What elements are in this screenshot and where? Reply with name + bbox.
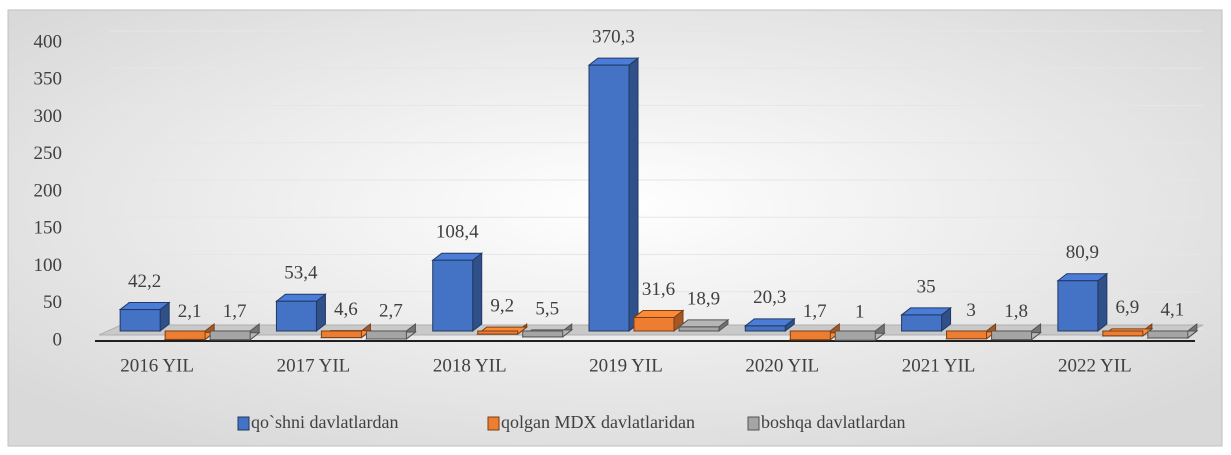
bar bbox=[164, 330, 206, 340]
bar-top bbox=[118, 302, 171, 311]
bar bbox=[119, 309, 161, 332]
bar-top bbox=[587, 57, 640, 66]
data-label: 370,3 bbox=[592, 26, 635, 47]
data-label: 3 bbox=[966, 300, 976, 321]
y-tick-label: 250 bbox=[34, 143, 63, 164]
bar-top bbox=[1056, 273, 1109, 282]
data-label: 1,8 bbox=[1004, 301, 1028, 322]
bar-side bbox=[1097, 272, 1108, 333]
bar bbox=[275, 300, 317, 332]
data-label: 42,2 bbox=[128, 271, 161, 292]
legend-label: boshqa davlatlardan bbox=[761, 412, 905, 432]
data-label: 1 bbox=[855, 302, 865, 323]
data-label: 4,6 bbox=[334, 299, 358, 320]
x-tick-label: 2018 YIL bbox=[433, 355, 507, 376]
bar bbox=[522, 330, 564, 338]
data-label: 35 bbox=[917, 276, 936, 297]
bar bbox=[678, 326, 720, 332]
x-tick-label: 2021 YIL bbox=[902, 355, 976, 376]
bar-side bbox=[628, 57, 639, 333]
bar bbox=[432, 259, 474, 332]
bar-side bbox=[472, 252, 483, 333]
y-tick-label: 350 bbox=[34, 69, 63, 90]
data-label: 80,9 bbox=[1066, 242, 1099, 263]
bar bbox=[1102, 330, 1144, 337]
data-label: 4,1 bbox=[1160, 299, 1184, 320]
x-tick-label: 2020 YIL bbox=[745, 355, 819, 376]
bar bbox=[789, 330, 831, 341]
bar bbox=[901, 314, 943, 332]
bar bbox=[365, 330, 407, 340]
legend-swatch bbox=[487, 416, 500, 431]
y-tick-label: 100 bbox=[34, 255, 63, 276]
bar-top bbox=[632, 309, 685, 318]
data-label: 5,5 bbox=[535, 298, 559, 319]
bar-top bbox=[677, 319, 730, 328]
bar bbox=[1057, 280, 1099, 332]
legend-swatch bbox=[237, 416, 250, 431]
data-label: 20,3 bbox=[753, 287, 786, 308]
bar bbox=[633, 316, 675, 332]
data-label: 9,2 bbox=[490, 296, 514, 317]
bar bbox=[991, 330, 1033, 341]
y-tick-label: 200 bbox=[34, 180, 63, 201]
x-tick-label: 2022 YIL bbox=[1058, 355, 1132, 376]
data-label: 31,6 bbox=[642, 279, 675, 300]
legend-label: qo`shni davlatlardan bbox=[251, 412, 398, 432]
y-tick-label: 400 bbox=[34, 31, 63, 52]
data-label: 18,9 bbox=[687, 288, 720, 309]
bar bbox=[477, 330, 519, 335]
bar bbox=[946, 330, 988, 340]
bar-top bbox=[743, 318, 796, 327]
bar-top bbox=[431, 252, 484, 261]
bar bbox=[320, 330, 362, 339]
y-tick-label: 150 bbox=[34, 218, 63, 239]
data-label: 2,7 bbox=[379, 300, 403, 321]
bar-top bbox=[900, 307, 953, 316]
x-tick-label: 2019 YIL bbox=[589, 355, 663, 376]
data-label: 2,1 bbox=[178, 301, 202, 322]
x-tick-label: 2016 YIL bbox=[120, 355, 194, 376]
bar bbox=[834, 330, 876, 341]
y-tick-label: 0 bbox=[53, 329, 63, 350]
bar bbox=[1147, 330, 1189, 339]
y-tick-label: 300 bbox=[34, 106, 63, 127]
data-label: 6,9 bbox=[1115, 297, 1139, 318]
legend-swatch bbox=[747, 416, 760, 431]
bar bbox=[744, 325, 786, 332]
legend-label: qolgan MDX davlatlaridan bbox=[501, 412, 695, 432]
data-label: 108,4 bbox=[436, 222, 479, 243]
bar bbox=[209, 330, 251, 341]
bar bbox=[588, 64, 630, 332]
data-label: 53,4 bbox=[284, 263, 318, 284]
x-tick-label: 2017 YIL bbox=[277, 355, 351, 376]
y-tick-label: 50 bbox=[43, 292, 62, 313]
data-label: 1,7 bbox=[803, 301, 827, 322]
data-label: 1,7 bbox=[223, 301, 247, 322]
bar-top bbox=[274, 293, 327, 302]
